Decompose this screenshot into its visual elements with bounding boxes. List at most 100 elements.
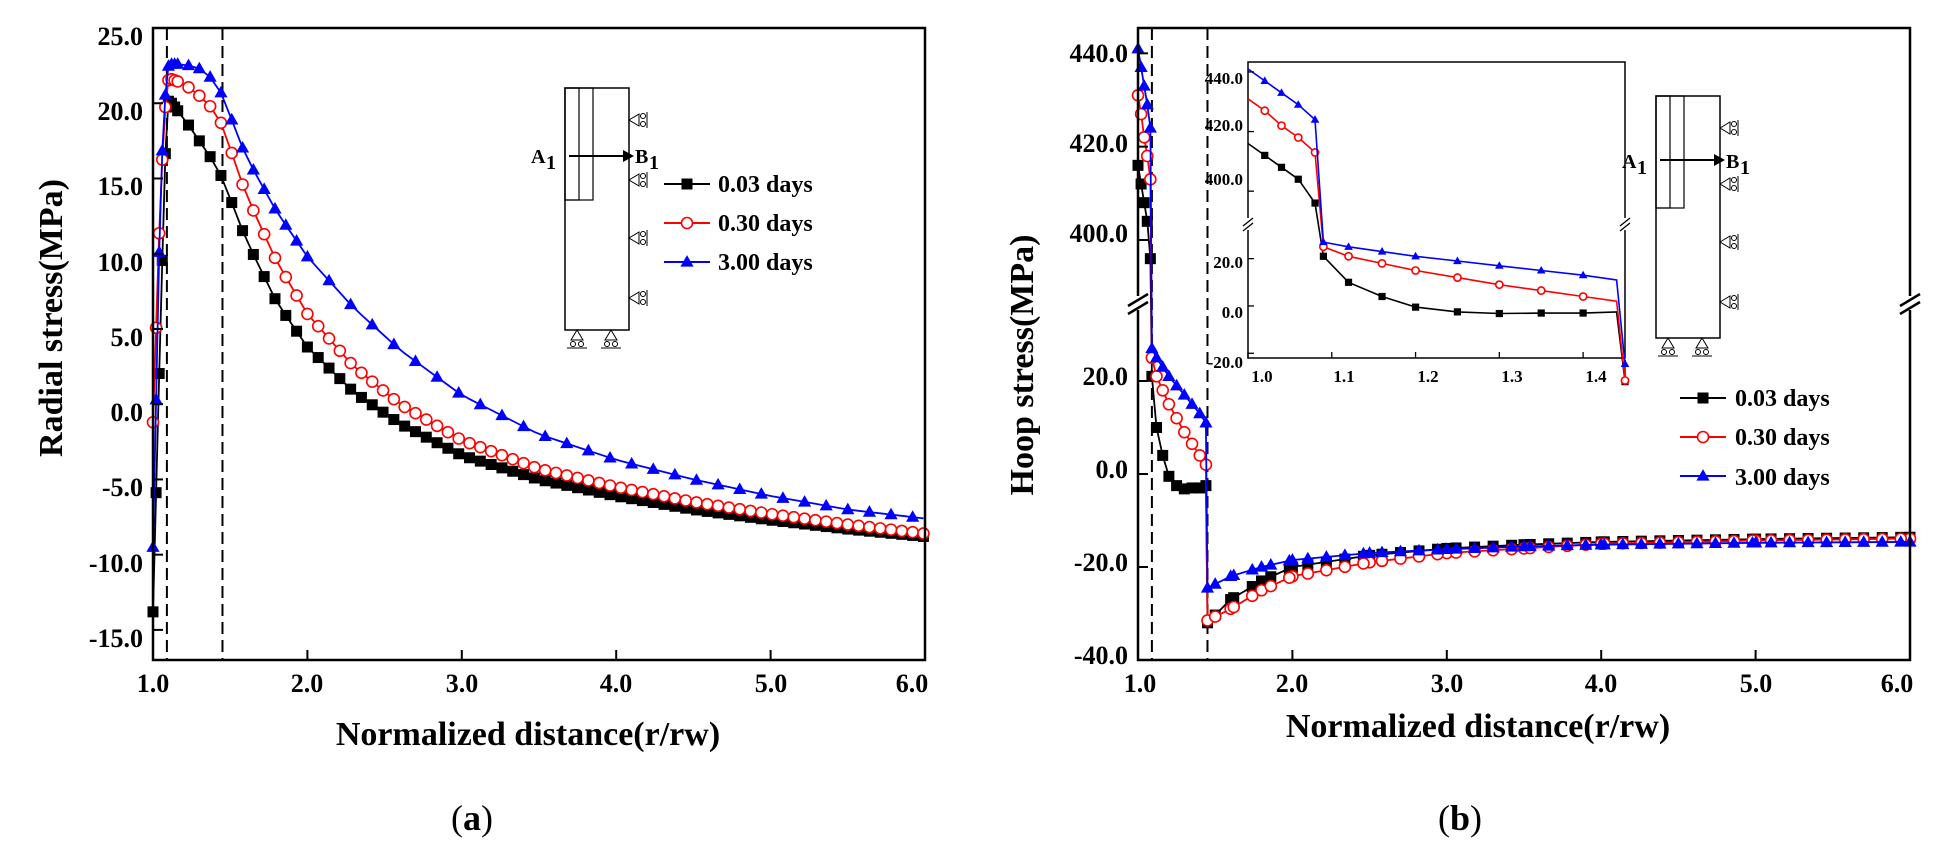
chart-a-point — [669, 500, 681, 512]
chart-a-point — [301, 341, 313, 353]
chart-a-point — [333, 344, 347, 358]
chart-b-point — [1256, 575, 1268, 587]
chart-b-point — [1356, 546, 1371, 559]
chart-a-point — [236, 178, 249, 191]
chart-b-inset-xtick-label: 1.3 — [1501, 367, 1522, 386]
chart-a-point — [300, 249, 314, 262]
chart-b-point — [1579, 538, 1593, 550]
chart-a-point — [884, 507, 898, 520]
chart-b-legend-marker — [1696, 469, 1710, 481]
chart-b-point — [1820, 535, 1834, 548]
chart-b-inset-point — [1293, 133, 1303, 142]
chart-a-point — [506, 452, 520, 466]
chart-b-xtick-label: 6.0 — [1881, 669, 1914, 698]
chart-a-legend-marker — [681, 178, 693, 190]
chart-a-point — [235, 141, 250, 153]
chart-a-point — [797, 495, 812, 507]
chart-a-point — [269, 293, 281, 305]
chart-a-point — [474, 440, 487, 454]
chart-b-inset-point — [1537, 309, 1545, 317]
chart-b-point — [1338, 560, 1352, 574]
chart-a-point — [560, 436, 574, 449]
chart-b-ytick-label: 400.0 — [1070, 219, 1129, 248]
chart-b-point — [1140, 97, 1154, 110]
chart-a-point — [560, 469, 574, 482]
chart-a-point — [398, 400, 411, 414]
chart-b-point — [1357, 557, 1370, 570]
chart-a-xtick-label: 6.0 — [896, 669, 929, 698]
chart-a-point — [345, 383, 357, 395]
chart-a-diagram-label-a: A — [531, 146, 546, 168]
chart-a-ytick-label: 15.0 — [98, 172, 144, 201]
chart-a-point — [388, 414, 400, 426]
chart-b-inset-point — [1319, 252, 1327, 260]
chart-a-point — [237, 225, 249, 237]
chart-b-inset-point — [1411, 251, 1420, 260]
chart-a-point — [528, 460, 541, 474]
chart-a-diagram-label-b: B — [635, 146, 648, 168]
chart-b-frame — [1136, 26, 1912, 662]
chart-b-point — [1875, 535, 1889, 547]
chart-a-point — [917, 527, 930, 540]
chart-b-inset-point — [1453, 256, 1462, 265]
chart-b-point — [1186, 482, 1198, 494]
chart-a-legend-label: 3.00 days — [718, 250, 813, 276]
chart-b-inset-line — [1247, 142, 1626, 382]
chart-b-inset-point — [1620, 376, 1630, 385]
chart-a-model-diagram: A 1 B 1 — [531, 87, 659, 349]
chart-a-point — [495, 408, 509, 421]
chart-a-point — [722, 501, 736, 514]
chart-a-point — [841, 502, 855, 515]
chart-a-point — [182, 80, 195, 94]
chart-a-point — [452, 386, 466, 398]
chart-b-inset-point — [1344, 242, 1353, 250]
chart-a-point — [787, 510, 801, 524]
chart-a-point — [344, 297, 358, 310]
chart-b-inset-ytick-label: 440.0 — [1205, 69, 1243, 88]
chart-b-inset-point — [1494, 280, 1504, 290]
chart-a-point — [765, 507, 779, 521]
chart-a-legend-marker — [680, 216, 694, 230]
chart-b-axis-break — [1127, 292, 1921, 316]
chart-b-point — [1143, 121, 1157, 133]
chart-b-legend-label: 0.03 days — [1735, 386, 1830, 412]
chart-a-point — [593, 486, 605, 498]
chart-b-point — [1245, 589, 1259, 603]
chart-b-point — [1177, 388, 1191, 400]
chart-b-xtick-label: 5.0 — [1740, 669, 1773, 698]
chart-a-point — [863, 520, 876, 534]
chart-b-inset-point — [1310, 115, 1320, 123]
chart-b-point — [1156, 383, 1170, 397]
chart-b-inset-ytick-label: 20.0 — [1213, 253, 1243, 272]
chart-b-point — [1412, 543, 1426, 556]
chart-b-point — [1194, 482, 1206, 494]
chart-a-point — [646, 462, 660, 474]
chart-a-point — [408, 354, 423, 366]
chart-b: 440.0 420.0 400.0 20.0 0.0 -20.0 -40.0 1… — [1004, 26, 1921, 838]
chart-b-point — [1134, 60, 1148, 73]
chart-a-point — [442, 442, 454, 454]
chart-a-point — [658, 498, 670, 510]
chart-a-point — [430, 419, 444, 433]
chart-b-point — [1283, 562, 1295, 574]
chart-b-point — [1162, 369, 1176, 382]
chart-b-inset-point — [1377, 247, 1387, 255]
chart-b-inset-point — [1411, 266, 1420, 275]
chart-b-point — [1486, 540, 1500, 553]
chart-a-point — [322, 273, 336, 286]
chart-a-point — [152, 245, 166, 257]
chart-b-point — [1264, 579, 1278, 593]
chart-b-point — [1301, 551, 1315, 564]
chart-a-ytick-label: -15.0 — [89, 624, 143, 653]
chart-a-point — [798, 512, 811, 525]
chart-b-point — [1141, 215, 1153, 227]
chart-b-xlabel: Normalized distance(r/rw) — [1286, 708, 1670, 745]
chart-b-xtick-label: 3.0 — [1431, 669, 1464, 698]
chart-b-ytick-label: -40.0 — [1074, 641, 1128, 670]
chart-a-point — [279, 218, 293, 230]
chart-b-point — [1597, 537, 1611, 550]
chart-b-point — [1338, 548, 1352, 560]
chart-a-point — [895, 524, 909, 538]
chart-b-point — [1162, 397, 1176, 411]
chart-b-inset-point — [1377, 258, 1387, 268]
